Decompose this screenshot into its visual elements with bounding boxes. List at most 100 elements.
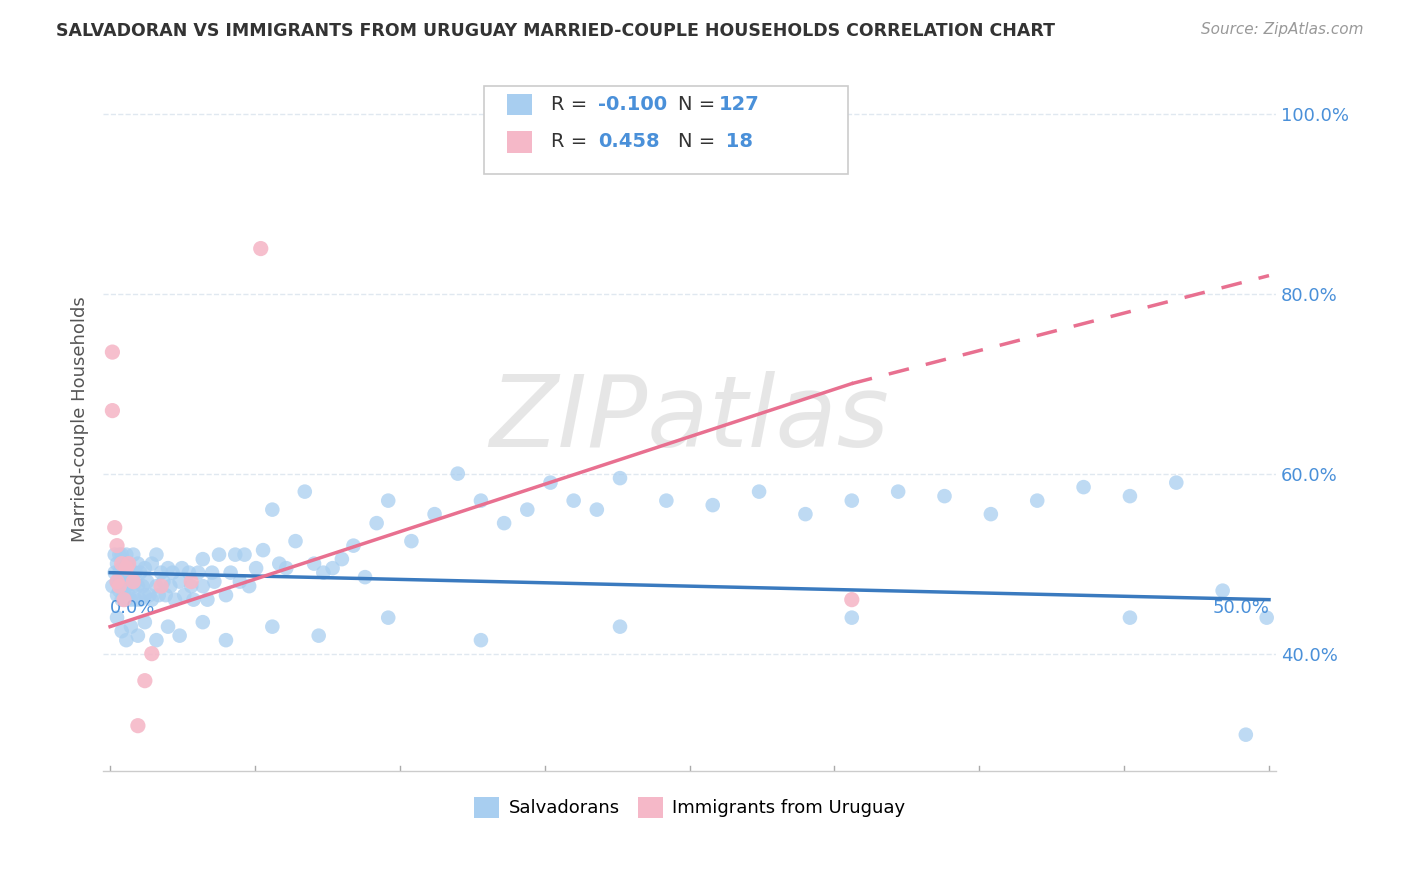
Point <box>108 583 131 598</box>
Point <box>841 610 863 624</box>
Point <box>105 557 128 571</box>
Point <box>115 548 138 562</box>
Point <box>169 574 191 589</box>
Point <box>702 498 724 512</box>
FancyBboxPatch shape <box>506 131 533 153</box>
Point <box>516 502 538 516</box>
Point <box>609 471 631 485</box>
Legend: Salvadorans, Immigrants from Uruguay: Salvadorans, Immigrants from Uruguay <box>467 789 912 825</box>
Point <box>112 557 135 571</box>
Point <box>105 610 128 624</box>
Point <box>284 534 307 549</box>
Point <box>377 610 399 624</box>
Point <box>134 615 156 629</box>
Point <box>202 574 225 589</box>
Point <box>162 566 184 580</box>
Point <box>127 719 149 733</box>
Text: 127: 127 <box>718 95 759 114</box>
Point <box>180 579 202 593</box>
Point <box>138 588 160 602</box>
FancyBboxPatch shape <box>484 86 848 174</box>
Point <box>934 489 956 503</box>
Point <box>122 548 145 562</box>
Point <box>1119 489 1142 503</box>
Point <box>120 592 142 607</box>
Point <box>447 467 470 481</box>
Point <box>101 345 124 359</box>
Point <box>101 579 124 593</box>
Point <box>134 588 156 602</box>
Point <box>841 592 863 607</box>
Text: Source: ZipAtlas.com: Source: ZipAtlas.com <box>1201 22 1364 37</box>
Point <box>655 493 678 508</box>
Point <box>112 592 135 607</box>
Point <box>129 592 152 607</box>
Point <box>115 561 138 575</box>
Text: 0.0%: 0.0% <box>110 599 156 616</box>
Point <box>115 633 138 648</box>
Point <box>111 561 134 575</box>
Point <box>219 566 242 580</box>
Point <box>748 484 770 499</box>
Point <box>322 561 344 575</box>
Point <box>249 242 271 256</box>
Point <box>157 620 180 634</box>
Point <box>111 592 134 607</box>
Point <box>124 566 146 580</box>
Point <box>105 574 128 589</box>
Point <box>187 566 209 580</box>
Point <box>1119 610 1142 624</box>
Point <box>197 592 219 607</box>
Point <box>111 574 134 589</box>
Point <box>170 561 193 575</box>
Point <box>245 561 267 575</box>
Point <box>494 516 516 530</box>
Point <box>111 557 134 571</box>
Point <box>794 507 817 521</box>
Point <box>115 579 138 593</box>
Point <box>377 493 399 508</box>
Point <box>159 579 181 593</box>
Point <box>609 620 631 634</box>
Point <box>145 548 167 562</box>
Text: ZIPatlas: ZIPatlas <box>489 371 890 468</box>
Point <box>117 574 139 589</box>
Point <box>191 615 214 629</box>
Point <box>108 566 131 580</box>
Point <box>294 484 316 499</box>
Point <box>1166 475 1188 490</box>
Point <box>887 484 910 499</box>
Point <box>104 521 127 535</box>
Text: N =: N = <box>678 132 721 152</box>
Point <box>841 493 863 508</box>
Point <box>342 539 364 553</box>
Point <box>562 493 585 508</box>
Point <box>183 592 205 607</box>
Point <box>122 574 145 589</box>
Point <box>1212 583 1234 598</box>
Point <box>330 552 353 566</box>
Point <box>262 502 284 516</box>
Point <box>312 566 335 580</box>
Point <box>252 543 274 558</box>
Text: 50.0%: 50.0% <box>1212 599 1270 616</box>
Point <box>155 588 177 602</box>
Point <box>308 629 330 643</box>
Text: 18: 18 <box>718 132 752 152</box>
Point <box>208 548 231 562</box>
Point <box>124 592 146 607</box>
Point <box>108 579 131 593</box>
Point <box>141 647 163 661</box>
Point <box>111 548 134 562</box>
Point <box>117 557 139 571</box>
Point <box>233 548 256 562</box>
Point <box>1256 610 1278 624</box>
Point <box>104 548 127 562</box>
Point <box>111 624 134 639</box>
FancyBboxPatch shape <box>506 94 533 115</box>
Point <box>215 633 238 648</box>
Point <box>1234 728 1257 742</box>
Point <box>115 592 138 607</box>
Point <box>269 557 291 571</box>
Point <box>354 570 377 584</box>
